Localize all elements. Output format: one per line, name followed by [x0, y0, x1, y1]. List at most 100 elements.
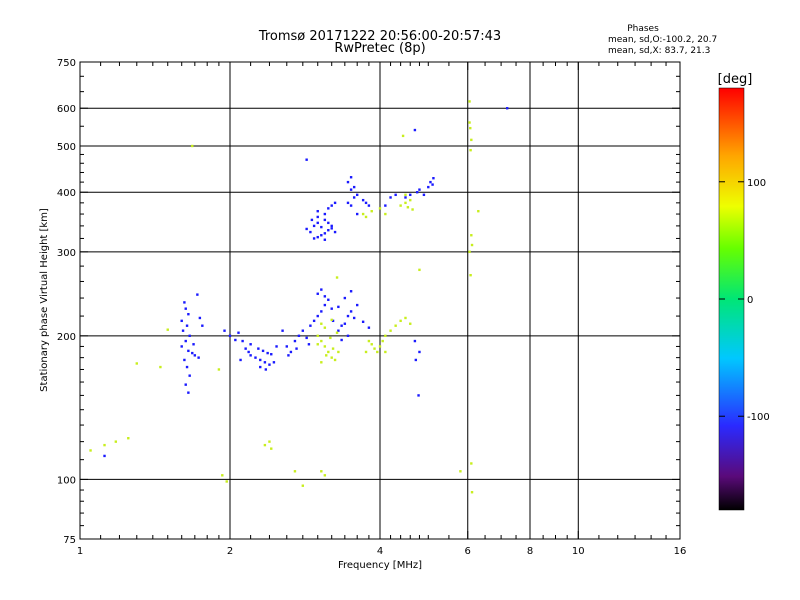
- x-mode-point: [293, 470, 297, 473]
- o-mode-point: [346, 201, 350, 205]
- o-mode-point: [193, 354, 197, 357]
- o-mode-point: [295, 347, 298, 350]
- o-mode-point: [249, 343, 252, 346]
- o-mode-point: [316, 215, 319, 219]
- o-mode-point: [188, 334, 191, 338]
- o-mode-point: [187, 349, 190, 353]
- o-mode-point: [312, 319, 316, 323]
- y-tick-label: 500: [57, 142, 76, 153]
- x-mode-point: [370, 343, 373, 346]
- o-mode-point: [330, 204, 333, 207]
- o-mode-point: [289, 350, 293, 354]
- o-mode-point: [323, 303, 327, 307]
- x-mode-point: [469, 148, 472, 152]
- o-mode-point: [355, 212, 359, 216]
- x-mode-point: [320, 361, 323, 364]
- o-mode-point: [297, 334, 301, 338]
- y-tick-label: 750: [57, 58, 76, 69]
- o-mode-point: [427, 185, 430, 189]
- x-mode-point: [459, 470, 462, 473]
- o-mode-point: [183, 358, 186, 362]
- o-mode-point: [352, 196, 356, 199]
- o-mode-point: [241, 339, 244, 343]
- o-mode-point: [323, 238, 327, 241]
- o-mode-point: [404, 196, 407, 199]
- o-mode-point: [228, 334, 232, 338]
- chart-title: Tromsø 20171222 20:56:00-20:57:43: [258, 29, 501, 44]
- colorbar-label: [deg]: [718, 72, 753, 87]
- x-mode-point: [373, 347, 376, 350]
- o-mode-point: [323, 212, 327, 216]
- o-mode-point: [287, 354, 290, 357]
- x-mode-point: [320, 339, 323, 343]
- o-mode-point: [305, 336, 308, 340]
- x-tick-label: 8: [527, 546, 533, 557]
- x-mode-point: [389, 329, 392, 332]
- o-mode-point: [272, 361, 276, 364]
- x-mode-point: [399, 204, 402, 207]
- x-mode-point: [364, 215, 368, 219]
- x-mode-point: [316, 334, 319, 338]
- x-mode-point: [127, 437, 130, 440]
- o-mode-point: [285, 345, 288, 348]
- o-mode-point: [103, 454, 106, 458]
- o-mode-point: [340, 324, 343, 327]
- x-mode-point: [135, 362, 138, 365]
- x-mode-point: [159, 365, 162, 369]
- o-mode-point: [309, 324, 312, 327]
- o-mode-point: [361, 198, 365, 202]
- phases-title: Phases: [627, 24, 659, 34]
- o-mode-point: [340, 338, 343, 342]
- x-mode-point: [470, 138, 473, 142]
- o-mode-point: [316, 235, 319, 239]
- o-mode-point: [432, 177, 435, 180]
- o-mode-point: [384, 204, 387, 207]
- y-tick-label: 300: [57, 248, 76, 259]
- x-mode-point: [384, 212, 387, 216]
- x-mode-point: [384, 350, 387, 354]
- x-tick-label: 6: [465, 546, 471, 557]
- o-mode-point: [270, 353, 273, 356]
- o-mode-point: [198, 316, 202, 320]
- o-mode-point: [413, 339, 417, 343]
- o-mode-point: [413, 128, 417, 132]
- x-tick-label: 16: [674, 546, 687, 557]
- o-mode-point: [367, 204, 371, 207]
- o-mode-point: [349, 176, 353, 179]
- o-mode-point: [323, 232, 327, 235]
- x-mode-point: [320, 470, 323, 473]
- colorbar-tick-label: -100: [747, 412, 770, 423]
- y-tick-label: 600: [57, 104, 76, 115]
- o-mode-point: [327, 221, 330, 225]
- o-mode-point: [343, 322, 347, 325]
- x-mode-point: [270, 447, 273, 450]
- x-mode-point: [401, 134, 405, 138]
- colorbar-tick-label: 0: [747, 295, 753, 306]
- o-mode-point: [197, 356, 200, 359]
- x-mode-point: [320, 322, 323, 325]
- o-mode-point: [187, 391, 190, 394]
- o-mode-point: [394, 193, 397, 197]
- o-mode-point: [316, 314, 319, 318]
- y-tick-label: 100: [57, 475, 76, 486]
- x-mode-point: [367, 339, 371, 343]
- x-mode-point: [103, 443, 106, 447]
- o-mode-point: [268, 363, 271, 366]
- x-mode-point: [323, 345, 327, 348]
- x-tick-label: 2: [227, 546, 233, 557]
- o-mode-point: [234, 338, 237, 342]
- x-mode-point: [225, 480, 228, 483]
- o-mode-point: [185, 365, 189, 369]
- x-tick-label: 4: [377, 546, 383, 557]
- o-mode-point: [333, 230, 337, 234]
- x-mode-point: [469, 273, 472, 277]
- o-mode-point: [263, 361, 267, 364]
- data-points: [89, 100, 509, 494]
- o-mode-point: [418, 350, 421, 354]
- o-mode-point: [180, 345, 183, 348]
- o-mode-point: [184, 383, 187, 386]
- o-mode-point: [249, 354, 252, 357]
- phases-line-x: mean, sd,X: 83.7, 21.3: [608, 46, 710, 56]
- x-mode-point: [370, 209, 373, 213]
- o-mode-point: [185, 324, 189, 327]
